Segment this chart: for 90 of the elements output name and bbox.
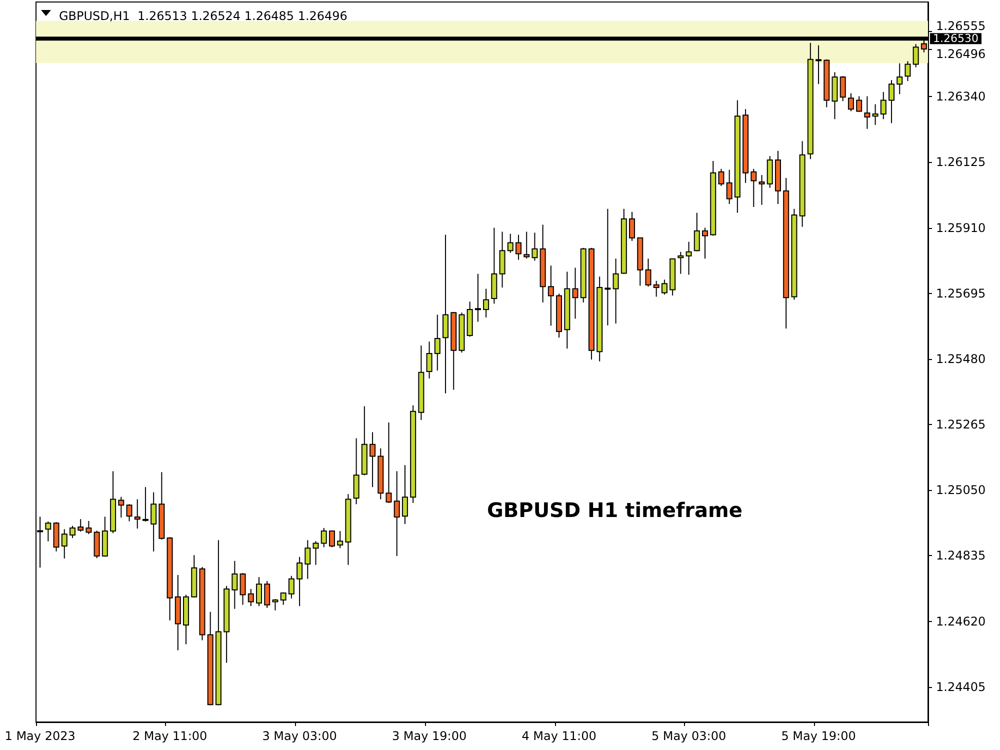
- candlestick: [320, 527, 327, 548]
- candlestick: [856, 96, 862, 112]
- candlestick: [240, 572, 246, 606]
- candlestick: [264, 580, 270, 608]
- candlestick: [394, 470, 400, 557]
- candlestick: [312, 540, 319, 566]
- candlestick: [896, 62, 903, 95]
- candlestick: [750, 168, 757, 208]
- y-tick-label: 1.24620: [936, 614, 986, 628]
- annotation: GBPUSD H1 timeframe: [487, 498, 742, 522]
- candlestick: [142, 486, 148, 522]
- y-tick-label: 1.26125: [936, 155, 986, 170]
- y-tick-label: 1.25480: [936, 352, 986, 366]
- candlestick: [304, 540, 311, 580]
- candlestick: [126, 504, 132, 522]
- text: GBPUSD,H1 1.26513 1.26524 1.26485 1.26496: [59, 9, 348, 23]
- x-tick-label: 2 May 11:00: [132, 729, 208, 743]
- candlestick: [702, 227, 708, 260]
- candlestick: [524, 231, 530, 260]
- candlestick: [645, 258, 652, 288]
- candlestick: [134, 498, 140, 530]
- candlestick: [848, 92, 854, 112]
- x-tick-label: 5 May 03:00: [651, 729, 726, 743]
- candlestick: [548, 265, 554, 326]
- candlestick: [816, 44, 822, 85]
- candlestick: [507, 233, 514, 254]
- y-tick-label: 1.25265: [936, 418, 986, 432]
- x-tick-label: 4 May 11:00: [522, 729, 596, 743]
- candlestick: [248, 588, 254, 607]
- candlestick: [864, 96, 870, 130]
- candlestick: [94, 530, 100, 559]
- candlestick: [912, 44, 919, 68]
- candlestick: [474, 273, 481, 322]
- x-tick-label: 3 May 03:00: [262, 729, 337, 743]
- candlestick: [434, 314, 440, 372]
- y-tick-label: 1.24835: [936, 548, 986, 563]
- candlestick: [880, 92, 886, 120]
- candlestick: [694, 212, 700, 252]
- candlestick: [370, 432, 376, 488]
- candlestick: [45, 521, 52, 542]
- candlestick: [86, 520, 92, 535]
- candlestick: [118, 496, 124, 518]
- candlestick: [442, 234, 449, 394]
- candlestick: [69, 525, 76, 539]
- candlestick: [653, 280, 660, 298]
- candlestick: [904, 60, 911, 82]
- x-tick-label: 1 May 2023: [4, 729, 76, 743]
- candlestick: [872, 104, 878, 126]
- candlestick: [296, 556, 303, 607]
- y-tick-label: 1.25695: [936, 286, 986, 300]
- candlestick: [604, 208, 611, 326]
- y-tick-label: 1.25050: [936, 483, 986, 498]
- candlestick: [272, 598, 278, 611]
- candlestick: [328, 530, 335, 548]
- candlestick: [386, 422, 392, 504]
- candlestick: [483, 288, 490, 318]
- candlestick: [426, 341, 432, 379]
- candlestick: [718, 168, 724, 186]
- candlestick: [280, 592, 286, 606]
- candlestick: [402, 464, 408, 524]
- candlestick: [515, 234, 522, 260]
- y-tick-label: 1.26555: [936, 18, 986, 33]
- candlestick: [288, 575, 294, 599]
- candlestick: [612, 258, 619, 324]
- candlestick: [678, 251, 684, 274]
- candlestick: [629, 211, 636, 242]
- y-tick-label: 1.25910: [936, 220, 986, 235]
- candlestick: [888, 80, 895, 124]
- ref-line-label: 1.26530: [933, 32, 978, 46]
- candlestick: [686, 241, 692, 276]
- candlestick: [61, 528, 68, 559]
- y-tick-label: 1.24405: [936, 680, 986, 694]
- candlestick: [78, 518, 84, 532]
- candlestick: [150, 492, 157, 552]
- candlestick: [758, 174, 765, 206]
- candlestick: [572, 267, 578, 320]
- candlestick: [661, 279, 668, 296]
- candlestick: [766, 156, 773, 188]
- candlestick: [532, 232, 538, 262]
- candlestick: [256, 576, 262, 607]
- y-tick-label: 1.26496: [936, 46, 986, 61]
- candlestick: [353, 438, 360, 505]
- candlestick: [726, 169, 732, 204]
- candlestick: [840, 76, 846, 102]
- candlestick: [499, 231, 506, 288]
- candlestick: [337, 530, 344, 549]
- x-tick-label: 3 May 19:00: [392, 729, 467, 743]
- x-tick-label: 5 May 19:00: [781, 729, 856, 743]
- y-tick-label: 1.26340: [936, 90, 986, 104]
- candlestick: [232, 560, 238, 610]
